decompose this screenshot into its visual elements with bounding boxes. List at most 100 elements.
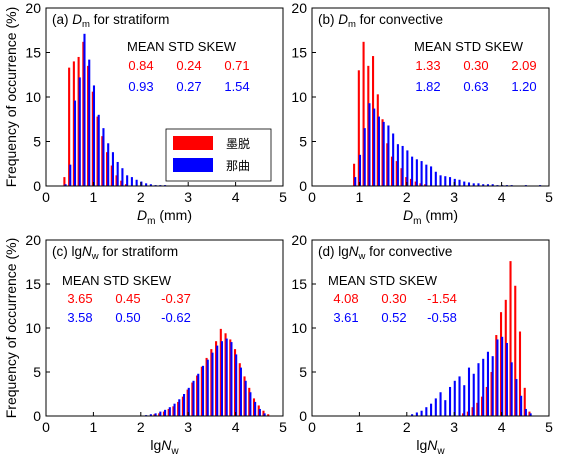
bar-blue bbox=[225, 338, 228, 416]
bar-red bbox=[353, 163, 356, 186]
bar-blue bbox=[396, 144, 399, 186]
stat-value: 1.20 bbox=[511, 79, 536, 94]
y-tick-label: 0 bbox=[33, 178, 41, 194]
bar-red bbox=[215, 341, 218, 416]
bar-red bbox=[419, 183, 422, 186]
y-tick-label: 10 bbox=[25, 89, 41, 105]
bar-blue bbox=[401, 145, 404, 186]
bar-blue bbox=[263, 413, 266, 416]
bar-red bbox=[495, 335, 498, 416]
bar-blue bbox=[510, 362, 513, 416]
stat-value: -1.54 bbox=[427, 291, 457, 306]
bar-red bbox=[514, 285, 517, 416]
bar-blue bbox=[439, 175, 442, 186]
bar-blue bbox=[216, 345, 219, 416]
bar-blue bbox=[453, 178, 456, 186]
bar-red bbox=[409, 178, 413, 186]
bar-blue bbox=[496, 339, 499, 416]
bar-blue bbox=[472, 183, 475, 186]
bar-blue bbox=[434, 398, 437, 416]
y-tick-label: 5 bbox=[299, 364, 307, 380]
bar-red bbox=[177, 401, 180, 416]
bar-blue bbox=[482, 184, 485, 186]
x-axis-label: lgNw bbox=[150, 437, 179, 457]
stats-header: MEAN STD SKEW bbox=[414, 39, 524, 54]
y-tick-label: 0 bbox=[299, 408, 307, 424]
bar-blue bbox=[64, 184, 67, 186]
bar-red bbox=[233, 349, 237, 416]
y-tick-label: 20 bbox=[291, 232, 307, 248]
bar-red bbox=[414, 181, 417, 186]
panel-title: (a) Dm for stratiform bbox=[52, 12, 169, 30]
y-tick-label: 10 bbox=[291, 320, 307, 336]
bar-red bbox=[120, 180, 123, 186]
bar-blue bbox=[430, 166, 433, 186]
bar-red bbox=[172, 406, 175, 416]
bar-red bbox=[490, 372, 493, 416]
bar-red bbox=[238, 363, 241, 416]
stat-value: -0.58 bbox=[427, 310, 457, 325]
x-tick-label: 4 bbox=[498, 189, 506, 205]
x-tick-label: 2 bbox=[403, 189, 411, 205]
bar-blue bbox=[411, 156, 414, 186]
x-tick-label: 3 bbox=[450, 419, 458, 435]
bar-blue bbox=[116, 161, 119, 186]
x-tick-label: 4 bbox=[232, 189, 240, 205]
x-tick-label: 4 bbox=[498, 419, 506, 435]
panel-a: 0 1 2 3 4 5 0 5 10 15 20 (a) Dm for stratiform Dm (m… bbox=[25, 0, 287, 227]
bar-blue bbox=[387, 125, 390, 186]
bar-blue bbox=[463, 181, 466, 186]
axes-frame bbox=[311, 239, 550, 417]
bar-red bbox=[252, 398, 256, 416]
stat-value: 0.30 bbox=[463, 58, 488, 73]
stat-value: 0.71 bbox=[224, 58, 249, 73]
bar-red bbox=[224, 333, 227, 416]
bar-blue bbox=[448, 386, 452, 416]
bar-blue bbox=[448, 177, 452, 186]
x-tick-label: 5 bbox=[279, 189, 287, 205]
bar-red bbox=[219, 328, 222, 416]
x-tick-label: 1 bbox=[356, 419, 364, 435]
bar-blue bbox=[477, 363, 480, 416]
bar-blue bbox=[430, 403, 433, 416]
bar-blue bbox=[520, 395, 523, 416]
bar-blue bbox=[111, 152, 114, 186]
bar-blue bbox=[463, 385, 466, 416]
bar-red bbox=[499, 312, 503, 416]
bar-blue bbox=[439, 392, 442, 416]
bar-red bbox=[462, 413, 465, 416]
bar-blue bbox=[529, 413, 532, 416]
bar-blue bbox=[206, 359, 209, 416]
x-tick-label: 2 bbox=[137, 419, 145, 435]
bar-red bbox=[200, 366, 203, 416]
bar-blue bbox=[477, 183, 480, 186]
bar-blue bbox=[230, 342, 233, 416]
stat-value: 3.65 bbox=[67, 291, 92, 306]
bar-red bbox=[481, 396, 484, 416]
bar-red bbox=[243, 376, 246, 416]
bar-red bbox=[528, 411, 531, 416]
stats-header: MEAN STD SKEW bbox=[127, 39, 237, 54]
bar-red bbox=[82, 41, 85, 186]
bar-blue bbox=[211, 352, 214, 416]
bar-red bbox=[106, 152, 109, 186]
bar-blue bbox=[168, 407, 171, 416]
bar-red bbox=[405, 177, 408, 186]
bar-red bbox=[186, 389, 189, 416]
bar-red bbox=[357, 70, 360, 186]
panel-title: (c) lgNw for stratiform bbox=[52, 244, 178, 262]
stat-value: 0.24 bbox=[176, 58, 201, 73]
bar-blue bbox=[149, 414, 152, 416]
bar-red bbox=[110, 165, 113, 186]
bar-blue bbox=[178, 399, 181, 416]
bar-red bbox=[205, 357, 208, 416]
bar-blue bbox=[467, 367, 471, 416]
bar-red bbox=[257, 405, 260, 416]
bar-blue bbox=[486, 351, 489, 416]
x-tick-label: 5 bbox=[545, 419, 553, 435]
stat-value: 1.54 bbox=[224, 79, 249, 94]
bar-blue bbox=[415, 412, 418, 416]
bar-blue bbox=[486, 184, 489, 186]
panel-title: (d) lgNw for convective bbox=[318, 244, 452, 262]
